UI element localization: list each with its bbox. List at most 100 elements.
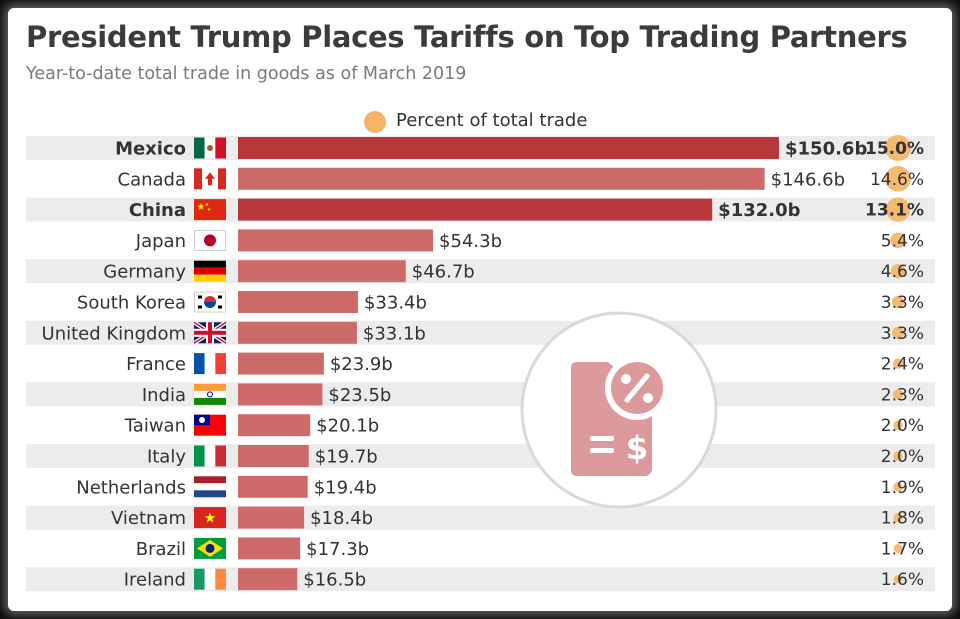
value-label-united-kingdom: $33.1b bbox=[363, 323, 426, 344]
percent-label-south-korea: 3.3% bbox=[881, 293, 924, 313]
country-label-vietnam: Vietnam bbox=[111, 508, 186, 529]
percent-label-japan: 5.4% bbox=[881, 231, 924, 251]
bar-japan bbox=[238, 229, 434, 252]
percent-dot-germany bbox=[890, 264, 906, 279]
country-label-italy: Italy bbox=[147, 447, 186, 468]
country-label-japan: Japan bbox=[135, 231, 186, 252]
percent-dot-china bbox=[885, 197, 911, 222]
value-label-taiwan: $20.1b bbox=[316, 416, 379, 437]
percent-dots: 15.0% 14.6% 13.1% 5.4% 4.6% 3.3% 3.3% 2.4% 2.3% 2… bbox=[865, 135, 924, 590]
bar-canada bbox=[238, 167, 765, 190]
svg-text:★: ★ bbox=[207, 207, 212, 213]
bar-france bbox=[238, 352, 324, 375]
percent-label-italy: 2.0% bbox=[881, 447, 924, 467]
country-label-france: France bbox=[126, 354, 186, 375]
percent-dot-south-korea bbox=[891, 295, 905, 309]
bar-india bbox=[238, 383, 323, 406]
canada-flag-icon bbox=[194, 168, 226, 190]
bar-mexico bbox=[238, 137, 779, 159]
svg-text:$: $ bbox=[626, 429, 648, 467]
row-stripe-germany bbox=[26, 259, 935, 284]
svg-text:★: ★ bbox=[205, 202, 210, 208]
country-label-ireland: Ireland bbox=[124, 570, 186, 591]
bar-netherlands bbox=[238, 475, 308, 498]
svg-text:★: ★ bbox=[204, 511, 217, 527]
value-label-vietnam: $18.4b bbox=[310, 508, 373, 529]
bar-vietnam bbox=[238, 506, 305, 529]
france-flag-icon bbox=[194, 353, 226, 375]
percent-dot-mexico bbox=[885, 135, 911, 161]
percent-dot-brazil bbox=[893, 544, 903, 553]
chart-title: President Trump Places Tariffs on Top Tr… bbox=[26, 20, 908, 54]
italy-flag-icon bbox=[194, 445, 226, 467]
percent-dot-italy bbox=[893, 451, 903, 461]
percent-label-united-kingdom: 3.3% bbox=[881, 324, 924, 344]
country-label-mexico: Mexico bbox=[115, 139, 186, 160]
country-label-china: China bbox=[129, 200, 186, 221]
value-label-canada: $146.6b bbox=[771, 169, 845, 190]
taiwan-flag-icon bbox=[194, 414, 226, 436]
value-label-germany: $46.7b bbox=[412, 262, 475, 283]
percent-dot-japan bbox=[890, 232, 906, 249]
united-kingdom-flag-icon bbox=[192, 320, 228, 345]
percent-dot-vietnam bbox=[893, 513, 903, 523]
vietnam-flag-icon: ★ bbox=[194, 507, 226, 529]
percent-dot-united-kingdom bbox=[891, 326, 905, 339]
value-label-netherlands: $19.4b bbox=[314, 477, 377, 498]
bar-germany bbox=[238, 260, 406, 283]
south-korea-flag-icon bbox=[194, 291, 226, 313]
bar-south-korea bbox=[238, 291, 358, 313]
percent-label-brazil: 1.7% bbox=[881, 539, 924, 559]
svg-text:★: ★ bbox=[197, 202, 206, 213]
bars bbox=[238, 137, 779, 591]
percent-dot-ireland bbox=[893, 574, 903, 584]
row-stripe-india bbox=[26, 382, 935, 407]
china-flag-icon: ★ ★★ bbox=[194, 199, 226, 221]
value-label-mexico: $150.6b bbox=[785, 139, 867, 160]
germany-flag-icon bbox=[194, 260, 226, 282]
bar-taiwan bbox=[238, 414, 311, 437]
india-flag-icon bbox=[194, 383, 226, 405]
value-label-china: $132.0b bbox=[718, 200, 800, 221]
country-label-brazil: Brazil bbox=[136, 539, 186, 560]
percent-label-ireland: 1.6% bbox=[881, 570, 924, 590]
country-label-taiwan: Taiwan bbox=[124, 416, 186, 437]
value-label-south-korea: $33.4b bbox=[364, 293, 427, 314]
percent-dot-india bbox=[892, 389, 904, 400]
value-label-ireland: $16.5b bbox=[303, 570, 366, 591]
value-label-india: $23.5b bbox=[328, 385, 391, 406]
row-stripe-italy bbox=[26, 444, 935, 468]
percent-dot-netherlands bbox=[893, 482, 903, 492]
chart-subtitle: Year-to-date total trade in goods as of … bbox=[26, 64, 467, 84]
percent-label-mexico: 15.0% bbox=[865, 139, 924, 159]
percent-dot-france bbox=[892, 358, 904, 369]
bar-italy bbox=[238, 445, 309, 467]
percent-label-vietnam: 1.8% bbox=[881, 509, 924, 529]
percent-dot-taiwan bbox=[893, 420, 903, 430]
mexico-flag-icon bbox=[194, 137, 226, 159]
bar-china bbox=[238, 198, 713, 221]
country-label-india: India bbox=[142, 385, 186, 406]
value-label-japan: $54.3b bbox=[439, 231, 502, 252]
value-label-italy: $19.7b bbox=[315, 447, 378, 468]
brazil-flag-icon bbox=[194, 537, 226, 559]
legend-dot-icon bbox=[364, 111, 386, 133]
legend-label: Percent of total trade bbox=[396, 110, 588, 131]
percent-label-canada: 14.6% bbox=[870, 170, 924, 190]
tariff-invoice-icon: $ bbox=[520, 311, 718, 509]
value-label-brazil: $17.3b bbox=[306, 539, 369, 560]
bar-united-kingdom bbox=[238, 321, 357, 344]
row-stripe-united-kingdom bbox=[26, 320, 935, 345]
percent-label-china: 13.1% bbox=[865, 201, 924, 221]
japan-flag-icon bbox=[194, 229, 226, 251]
country-label-south-korea: South Korea bbox=[77, 293, 186, 314]
percent-dot-canada bbox=[885, 165, 911, 192]
flags: ★ ★★★ bbox=[192, 137, 228, 590]
row-stripe-ireland bbox=[26, 567, 935, 592]
country-label-canada: Canada bbox=[118, 169, 187, 190]
netherlands-flag-icon bbox=[194, 476, 226, 498]
country-label-germany: Germany bbox=[103, 262, 186, 283]
value-label-france: $23.9b bbox=[330, 354, 393, 375]
country-label-united-kingdom: United Kingdom bbox=[42, 323, 186, 344]
